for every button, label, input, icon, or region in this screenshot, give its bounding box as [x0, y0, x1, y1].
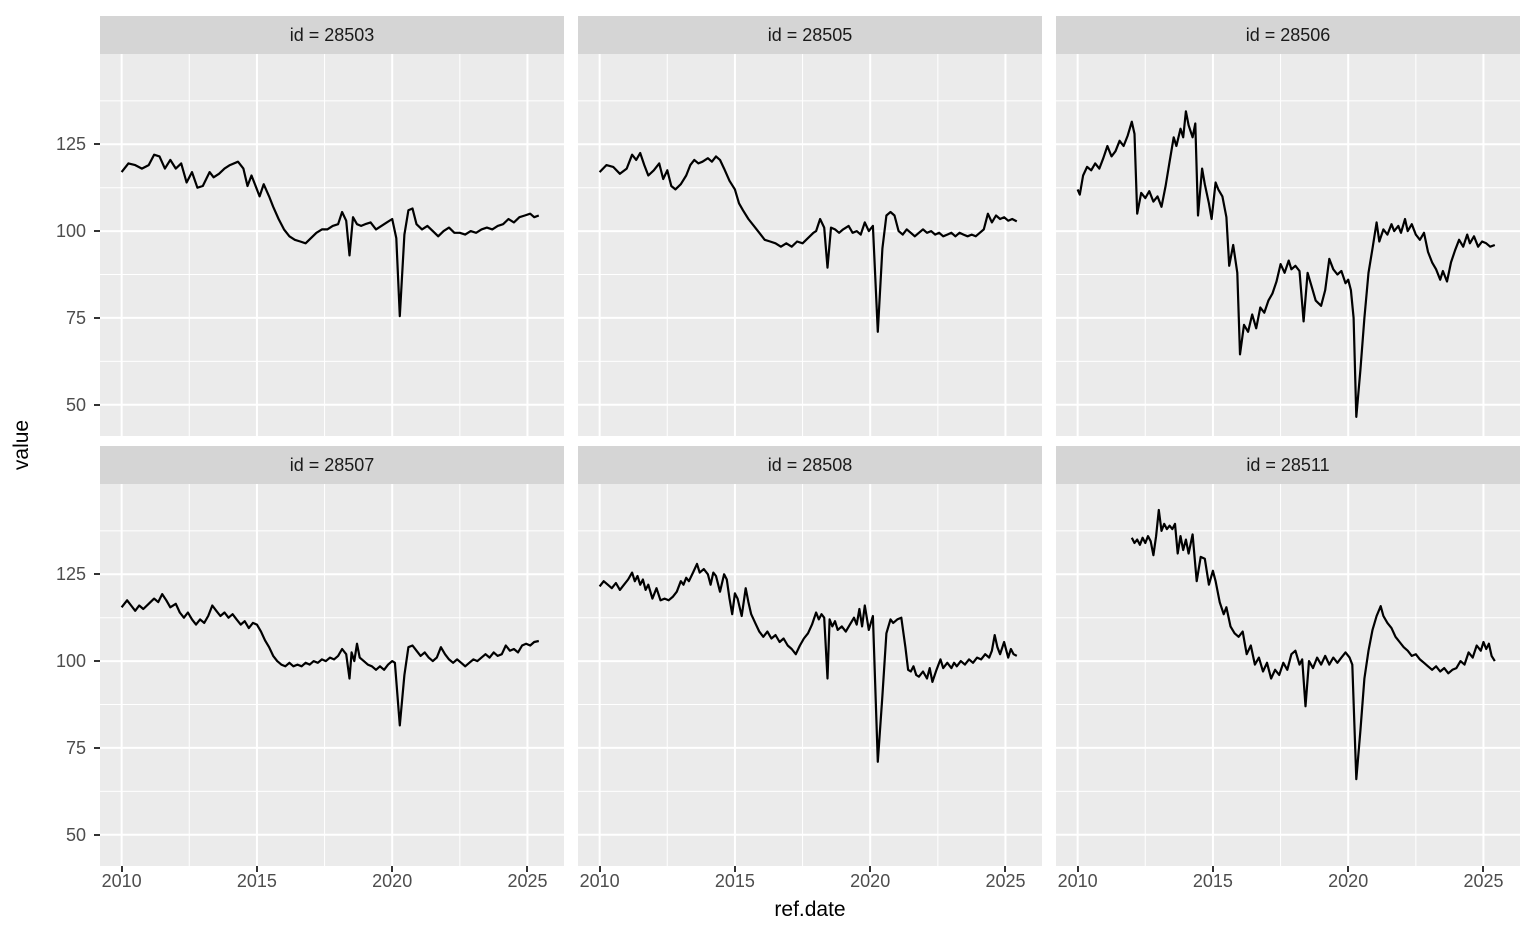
facet-strip-label: id = 28503 [289, 24, 375, 45]
facet-panel-28505 [578, 54, 1042, 436]
facet-strip-label: id = 28507 [289, 454, 375, 475]
facet-strip-label: id = 28508 [767, 454, 853, 475]
x-tick-label: 2025 [1463, 871, 1504, 891]
x-tick-mark [1004, 866, 1007, 872]
y-tick-label: 50 [65, 824, 86, 845]
facet-panel-28511 [1056, 484, 1520, 866]
x-tick-label: 2015 [236, 871, 277, 891]
facet-panel-28503 [100, 54, 564, 436]
x-tick-mark [1076, 866, 1079, 872]
facet-panel-28507 [100, 484, 564, 866]
y-tick-mark [94, 230, 100, 233]
y-tick-label: 125 [55, 564, 86, 585]
x-axis-title: ref.date [774, 898, 846, 921]
x-tick-label: 2020 [850, 871, 891, 891]
facet-strip-28508: id = 28508 [578, 446, 1042, 484]
y-tick-mark [94, 573, 100, 576]
y-axis-title: value [10, 419, 33, 471]
x-tick-mark [255, 866, 258, 872]
y-tick-mark [94, 660, 100, 663]
facet-strip-28507: id = 28507 [100, 446, 564, 484]
x-tick-label: 2010 [1057, 871, 1098, 891]
y-tick-label: 100 [55, 651, 86, 672]
y-tick-label: 100 [55, 221, 86, 242]
facet-strip-28506: id = 28506 [1056, 16, 1520, 54]
y-tick-mark [94, 316, 100, 319]
y-tick-label: 75 [65, 307, 86, 328]
facet-strip-28505: id = 28505 [578, 16, 1042, 54]
facet-strip-label: id = 28506 [1245, 24, 1331, 45]
y-tick-mark [94, 403, 100, 406]
x-tick-label: 2015 [714, 871, 755, 891]
y-tick-label: 125 [55, 134, 86, 155]
facet-strip-28503: id = 28503 [100, 16, 564, 54]
x-tick-mark [598, 866, 601, 872]
x-tick-label: 2015 [1192, 871, 1233, 891]
x-tick-mark [120, 866, 123, 872]
x-tick-mark [869, 866, 872, 872]
x-tick-mark [1211, 866, 1214, 872]
x-tick-label: 2020 [372, 871, 413, 891]
facet-panel-28506 [1056, 54, 1520, 436]
y-tick-mark [94, 746, 100, 749]
x-tick-label: 2025 [507, 871, 548, 891]
y-tick-mark [94, 833, 100, 836]
facet-panel-28508 [578, 484, 1042, 866]
x-tick-label: 2025 [985, 871, 1026, 891]
x-tick-mark [1482, 866, 1485, 872]
x-tick-mark [526, 866, 529, 872]
y-tick-label: 75 [65, 737, 86, 758]
x-tick-mark [733, 866, 736, 872]
x-tick-label: 2010 [101, 871, 142, 891]
facet-strip-label: id = 28505 [767, 24, 853, 45]
facet-strip-28511: id = 28511 [1056, 446, 1520, 484]
x-tick-label: 2020 [1328, 871, 1369, 891]
x-tick-mark [1347, 866, 1350, 872]
facet-strip-label: id = 28511 [1246, 454, 1330, 475]
x-tick-mark [391, 866, 394, 872]
y-tick-label: 50 [65, 394, 86, 415]
y-tick-mark [94, 143, 100, 146]
x-tick-label: 2010 [579, 871, 620, 891]
